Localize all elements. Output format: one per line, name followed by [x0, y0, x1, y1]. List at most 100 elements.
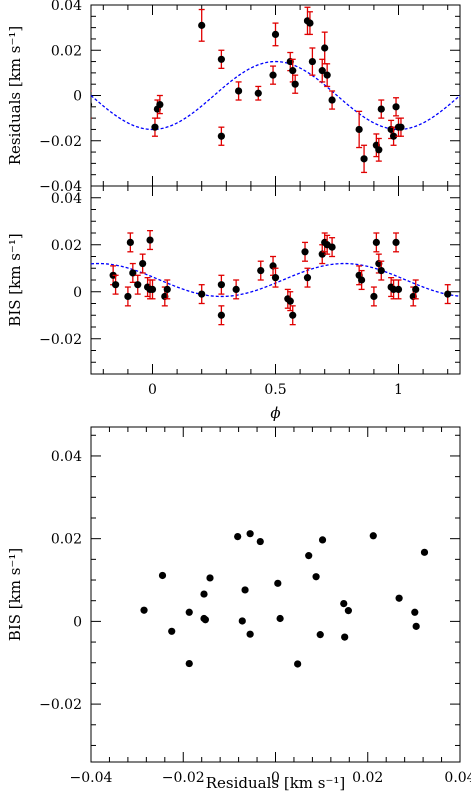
- data-point: [151, 123, 159, 131]
- y-tick-label: −0.04: [39, 179, 82, 195]
- y-tick-label: 0.04: [51, 449, 82, 465]
- x-tick-label: 0: [148, 382, 157, 398]
- data-point: [321, 44, 329, 52]
- data-point: [124, 292, 132, 301]
- y-axis-label: BIS [km s⁻¹]: [6, 548, 24, 641]
- data-points-group: [109, 229, 452, 326]
- data-point: [291, 80, 299, 88]
- data-point: [163, 285, 171, 293]
- data-point: [395, 594, 403, 602]
- data-point: [217, 311, 225, 319]
- data-point: [274, 579, 282, 587]
- data-point: [389, 285, 398, 293]
- data-point: [301, 248, 309, 256]
- data-point: [328, 243, 336, 251]
- y-tick-label: 0: [73, 285, 82, 301]
- data-point: [91, 101, 93, 108]
- data-point: [323, 71, 331, 79]
- data-point: [306, 19, 314, 27]
- data-point: [355, 125, 363, 134]
- data-point: [377, 267, 385, 275]
- data-point: [394, 285, 403, 293]
- data-point: [246, 530, 254, 538]
- y-axis-label: Residuals [km s⁻¹]: [6, 26, 24, 166]
- data-point: [139, 259, 147, 268]
- data-point: [112, 281, 120, 289]
- model-curve: [90, 60, 461, 131]
- data-point: [198, 290, 206, 298]
- data-point: [126, 238, 134, 246]
- panel-top: −0.04 −0.02 0 0.02 0.04 Residuals [km s⁻¹]: [6, 0, 461, 195]
- data-point: [217, 55, 225, 63]
- panel-middle: −0.02 0 0.02 0.04 0 0.5 1 BIS [km s⁻¹] ϕ: [6, 185, 461, 422]
- data-point: [303, 274, 312, 282]
- data-point: [232, 285, 240, 293]
- data-point: [158, 571, 167, 580]
- data-point: [412, 622, 420, 630]
- data-point: [286, 297, 294, 305]
- data-point: [372, 238, 380, 246]
- data-point: [235, 87, 243, 95]
- data-point: [185, 608, 193, 616]
- data-point: [289, 67, 297, 75]
- y-tick-label: 0: [73, 89, 82, 105]
- data-point: [271, 30, 280, 39]
- data-point: [344, 607, 352, 615]
- data-point: [369, 532, 377, 540]
- data-point: [370, 292, 378, 301]
- panel-bottom: −0.02 0 0.02 0.04 −0.04 −0.02 0 0.02 0.04 BIS [km…: [6, 426, 471, 792]
- x-axis-label: ϕ: [270, 404, 280, 422]
- data-point: [146, 236, 154, 244]
- x-tick-label: 1: [394, 382, 403, 398]
- y-tick-label: 0.04: [51, 191, 82, 207]
- data-point: [276, 614, 284, 623]
- x-tick-label: 0.04: [444, 770, 471, 786]
- y-tick-label: 0: [73, 614, 82, 630]
- data-point: [341, 633, 349, 641]
- data-point: [129, 269, 137, 277]
- data-point: [254, 89, 262, 97]
- data-point: [269, 71, 277, 79]
- data-point: [198, 21, 206, 29]
- data-point: [392, 238, 400, 246]
- data-point: [308, 57, 316, 66]
- data-point: [140, 606, 148, 614]
- data-point: [234, 532, 242, 541]
- x-tick-label: −0.02: [162, 770, 205, 786]
- data-point: [271, 274, 280, 282]
- data-point: [148, 285, 157, 293]
- data-point: [168, 627, 176, 635]
- y-tick-label: 0.02: [51, 238, 82, 254]
- data-point: [305, 552, 313, 560]
- data-point: [389, 132, 398, 140]
- plot-frame: [90, 426, 461, 763]
- data-point: [246, 630, 254, 638]
- data-point: [392, 103, 400, 111]
- data-point: [377, 105, 385, 113]
- data-point: [318, 536, 327, 544]
- data-point: [312, 573, 320, 581]
- data-points-group: [91, 6, 405, 174]
- data-point: [241, 586, 249, 594]
- y-tick-label: −0.02: [39, 332, 82, 348]
- data-point: [257, 267, 265, 275]
- data-point: [294, 660, 302, 668]
- data-point: [217, 281, 225, 289]
- x-tick-label: 0.5: [264, 382, 286, 398]
- data-points-group: [140, 530, 429, 668]
- data-point: [397, 123, 405, 131]
- data-point: [201, 616, 209, 624]
- data-point: [316, 631, 324, 639]
- data-point: [412, 285, 420, 293]
- data-point: [256, 537, 264, 546]
- y-tick-label: 0.02: [51, 532, 82, 548]
- data-point: [411, 608, 419, 616]
- y-tick-label: −0.02: [39, 134, 82, 150]
- data-point: [328, 96, 336, 104]
- y-tick-label: 0.04: [51, 0, 82, 14]
- data-point: [444, 290, 452, 298]
- data-point: [185, 659, 193, 668]
- data-point: [238, 617, 246, 625]
- data-point: [134, 281, 142, 289]
